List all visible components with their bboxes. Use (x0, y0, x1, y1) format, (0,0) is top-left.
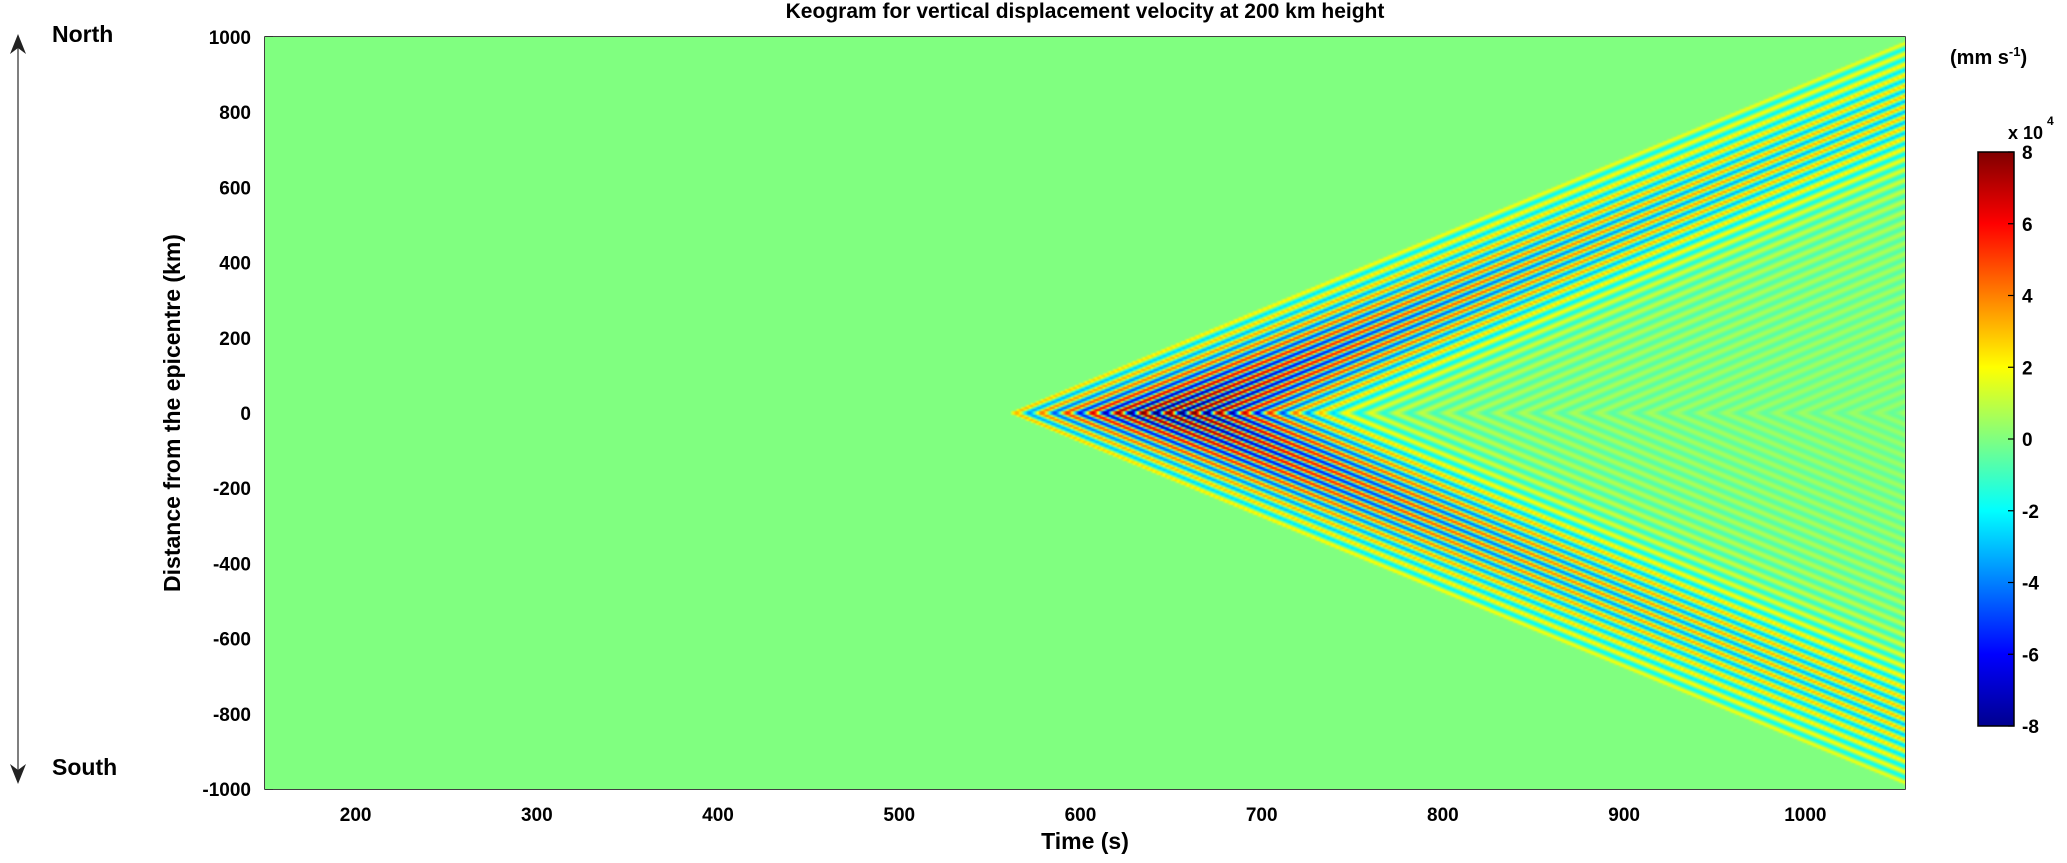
y-axis-label: Distance from the epicentre (km) (159, 234, 185, 592)
colorbar-tick-label: -6 (2022, 645, 2039, 666)
y-tick-label: -1000 (202, 780, 251, 801)
colorbar-multiplier: x 104 (2008, 114, 2054, 143)
keogram-heatmap (265, 37, 1905, 789)
y-axis-ticks: 1000 800 600 400 200 0 -200 -400 -600 -800 -1000 (202, 28, 273, 801)
x-tick-label: 500 (883, 805, 915, 826)
x-axis-label: Time (s) (1041, 828, 1129, 854)
colorbar-tick-label: -8 (2022, 717, 2039, 738)
y-tick-label: 800 (219, 103, 251, 124)
y-tick-label: -600 (213, 630, 251, 651)
colorbar-unit: (mm s-1) (1950, 44, 2027, 69)
x-axis-ticks: 200 300 400 500 600 700 800 900 1000 (340, 781, 1826, 826)
colorbar-tick-label: -4 (2022, 574, 2039, 595)
y-tick-label: -200 (213, 479, 251, 500)
x-tick-label: 800 (1427, 805, 1459, 826)
x-tick-label: 1000 (1784, 805, 1826, 826)
x-tick-label: 900 (1608, 805, 1640, 826)
y-tick-label: -800 (213, 705, 251, 726)
y-tick-label: 0 (240, 404, 251, 425)
colorbar-tick-label: 2 (2022, 358, 2033, 379)
y-tick-label: -400 (213, 554, 251, 575)
x-tick-label: 300 (521, 805, 553, 826)
south-arrow-icon (10, 764, 26, 784)
x-tick-label: 400 (702, 805, 734, 826)
x-tick-label: 700 (1246, 805, 1278, 826)
south-label: South (52, 754, 117, 780)
north-label: North (52, 21, 113, 47)
colorbar-tick-label: 4 (2022, 287, 2033, 308)
chart-title: Keogram for vertical displacement veloci… (786, 0, 1385, 23)
colorbar-tick-label: 6 (2022, 215, 2033, 236)
colorbar-tick-label: 0 (2022, 430, 2033, 451)
y-tick-label: 1000 (209, 28, 251, 49)
colorbar-tick-label: 8 (2022, 143, 2033, 164)
colorbar-ticks: 8 6 4 2 0 -2 -4 -6 -8 (2008, 143, 2039, 738)
x-tick-label: 200 (340, 805, 372, 826)
north-south-axis (10, 34, 26, 784)
y-tick-label: 600 (219, 178, 251, 199)
x-tick-label: 600 (1065, 805, 1097, 826)
y-tick-label: 200 (219, 329, 251, 350)
y-tick-label: 400 (219, 254, 251, 275)
colorbar-tick-label: -2 (2022, 502, 2039, 523)
north-arrow-icon (10, 34, 26, 54)
